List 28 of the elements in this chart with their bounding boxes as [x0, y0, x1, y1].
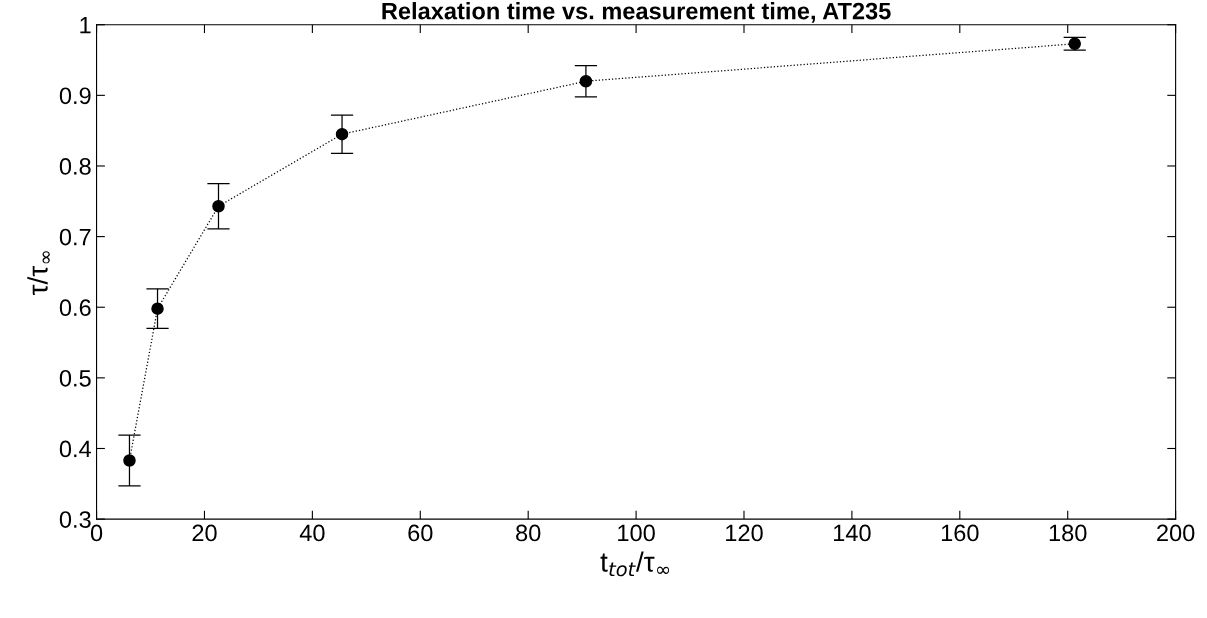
- x-tick-label: 120: [726, 524, 763, 542]
- x-tick-label: 80: [516, 524, 541, 542]
- x-tick-label: 200: [1157, 524, 1195, 542]
- x-tick-label: 0: [90, 524, 103, 542]
- x-tick-label: 160: [941, 524, 979, 542]
- x-tick-label: 180: [1049, 524, 1087, 542]
- y-tick-label: 0.8: [59, 158, 91, 175]
- y-tick-label: 0.3: [59, 511, 91, 528]
- point: [212, 199, 225, 213]
- x-tick-label: 20: [192, 524, 217, 542]
- point: [151, 302, 164, 315]
- y-tick-label: 0.4: [59, 440, 92, 458]
- y-tick-label: 0.7: [59, 228, 91, 246]
- x-tick-label: 100: [618, 524, 655, 542]
- x-tick-label: 60: [408, 524, 433, 542]
- x-tick-label: 40: [299, 524, 325, 542]
- y-tick-label: 0.6: [59, 299, 91, 317]
- point: [123, 454, 136, 467]
- point: [579, 74, 593, 88]
- point: [335, 127, 349, 141]
- point: [1068, 37, 1081, 51]
- x-tick-label: 140: [834, 524, 871, 542]
- y-tick-label: 0.9: [59, 87, 91, 105]
- y-tick-label: 1: [80, 17, 91, 34]
- y-axis-title: τ/τ$_{∞}$: [27, 251, 50, 295]
- chart-title: Relaxation time vs. measurement time, AT235: [382, 2, 891, 23]
- x-axis-title: t$_{tot}$/τ$_{∞}$: [600, 551, 670, 577]
- y-tick-label: 0.5: [59, 369, 91, 387]
